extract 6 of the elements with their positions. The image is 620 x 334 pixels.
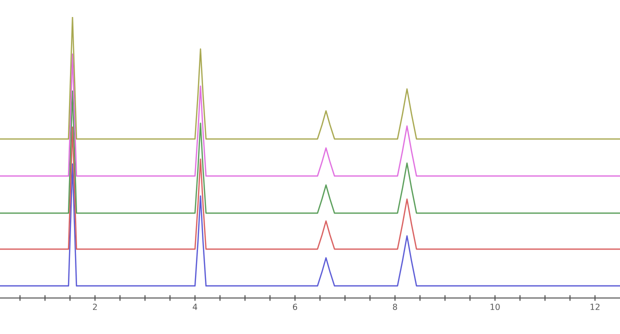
x-tick-label: 10: [490, 304, 500, 310]
x-tick-label: 8: [392, 304, 398, 310]
x-tick-label: 12: [590, 304, 600, 310]
x-tick-label: 2: [92, 304, 97, 310]
x-tick-label: 6: [292, 304, 298, 310]
x-tick-label: 4: [192, 304, 198, 310]
